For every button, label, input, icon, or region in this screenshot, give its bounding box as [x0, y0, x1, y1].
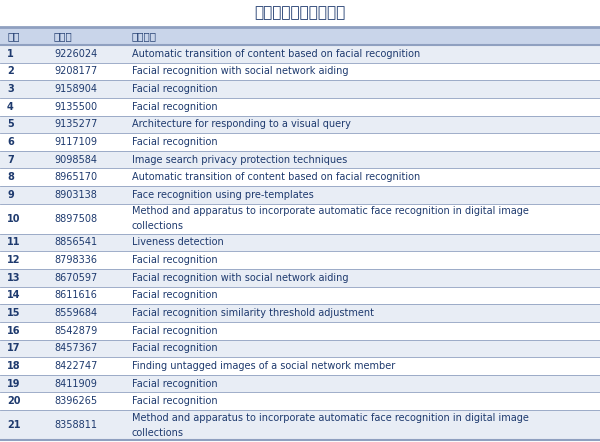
Text: 21: 21 [7, 420, 20, 430]
Bar [0, 375, 600, 392]
Text: 3: 3 [7, 84, 14, 94]
Text: Facial recognition with social network aiding: Facial recognition with social network a… [132, 66, 349, 76]
Text: Facial recognition: Facial recognition [132, 343, 218, 353]
Bar [0, 151, 600, 168]
Bar [0, 269, 600, 286]
Text: 9208177: 9208177 [54, 66, 97, 76]
Text: 9226024: 9226024 [54, 49, 97, 59]
Text: 1: 1 [7, 49, 14, 59]
Text: 8611616: 8611616 [54, 290, 97, 301]
Text: Automatic transition of content based on facial recognition: Automatic transition of content based on… [132, 49, 420, 59]
Bar [0, 339, 600, 357]
Text: Facial recognition: Facial recognition [132, 396, 218, 406]
Text: 4: 4 [7, 102, 14, 112]
Text: Facial recognition similarity threshold adjustment: Facial recognition similarity threshold … [132, 308, 374, 318]
Text: Image search privacy protection techniques: Image search privacy protection techniqu… [132, 155, 347, 165]
Text: 8358811: 8358811 [54, 420, 97, 430]
Text: Facial recognition: Facial recognition [132, 379, 218, 389]
Text: Liveness detection: Liveness detection [132, 237, 224, 248]
Bar [0, 115, 600, 133]
Text: collections: collections [132, 427, 184, 438]
Text: 谷歌脸部识别积累深厚: 谷歌脸部识别积累深厚 [254, 5, 346, 20]
Text: 7: 7 [7, 155, 14, 165]
Text: 9135277: 9135277 [54, 119, 97, 130]
Text: 10: 10 [7, 214, 20, 224]
Text: 序号: 序号 [7, 31, 19, 41]
Text: 9158904: 9158904 [54, 84, 97, 94]
Text: collections: collections [132, 221, 184, 231]
Bar [0, 186, 600, 204]
Bar [0, 234, 600, 251]
Text: 14: 14 [7, 290, 20, 301]
Bar [0, 410, 600, 440]
Text: 9098584: 9098584 [54, 155, 97, 165]
Text: 9135500: 9135500 [54, 102, 97, 112]
Text: Method and apparatus to incorporate automatic face recognition in digital image: Method and apparatus to incorporate auto… [132, 206, 529, 216]
Bar [0, 45, 600, 63]
Text: 19: 19 [7, 379, 20, 389]
Text: 8856541: 8856541 [54, 237, 97, 248]
Text: 8965170: 8965170 [54, 172, 97, 182]
Text: 8559684: 8559684 [54, 308, 97, 318]
Text: 专利名称: 专利名称 [132, 31, 157, 41]
Text: Method and apparatus to incorporate automatic face recognition in digital image: Method and apparatus to incorporate auto… [132, 412, 529, 423]
Text: 2: 2 [7, 66, 14, 76]
Text: 15: 15 [7, 308, 20, 318]
Text: 9: 9 [7, 190, 14, 200]
Text: 8396265: 8396265 [54, 396, 97, 406]
Text: Facial recognition: Facial recognition [132, 137, 218, 147]
Text: 16: 16 [7, 326, 20, 335]
Text: 8411909: 8411909 [54, 379, 97, 389]
Text: 9117109: 9117109 [54, 137, 97, 147]
Text: 12: 12 [7, 255, 20, 265]
Text: 8903138: 8903138 [54, 190, 97, 200]
Text: Face recognition using pre-templates: Face recognition using pre-templates [132, 190, 314, 200]
Bar [0, 27, 600, 45]
Text: 8: 8 [7, 172, 14, 182]
Text: 8798336: 8798336 [54, 255, 97, 265]
Text: Facial recognition: Facial recognition [132, 326, 218, 335]
Text: 20: 20 [7, 396, 20, 406]
Text: Facial recognition: Facial recognition [132, 290, 218, 301]
Text: 5: 5 [7, 119, 14, 130]
Text: 8422747: 8422747 [54, 361, 97, 371]
Text: Facial recognition: Facial recognition [132, 102, 218, 112]
Text: 8897508: 8897508 [54, 214, 97, 224]
Text: 8670597: 8670597 [54, 273, 97, 283]
Text: 8457367: 8457367 [54, 343, 97, 353]
Text: 11: 11 [7, 237, 20, 248]
Text: 13: 13 [7, 273, 20, 283]
Text: 18: 18 [7, 361, 20, 371]
Text: Automatic transition of content based on facial recognition: Automatic transition of content based on… [132, 172, 420, 182]
Text: 17: 17 [7, 343, 20, 353]
Text: Finding untagged images of a social network member: Finding untagged images of a social netw… [132, 361, 395, 371]
Text: 专利号: 专利号 [54, 31, 73, 41]
Text: 8542879: 8542879 [54, 326, 97, 335]
Bar [0, 80, 600, 98]
Text: Facial recognition: Facial recognition [132, 255, 218, 265]
Bar [0, 304, 600, 322]
Text: Facial recognition with social network aiding: Facial recognition with social network a… [132, 273, 349, 283]
Text: Architecture for responding to a visual query: Architecture for responding to a visual … [132, 119, 351, 130]
Text: 6: 6 [7, 137, 14, 147]
Text: Facial recognition: Facial recognition [132, 84, 218, 94]
